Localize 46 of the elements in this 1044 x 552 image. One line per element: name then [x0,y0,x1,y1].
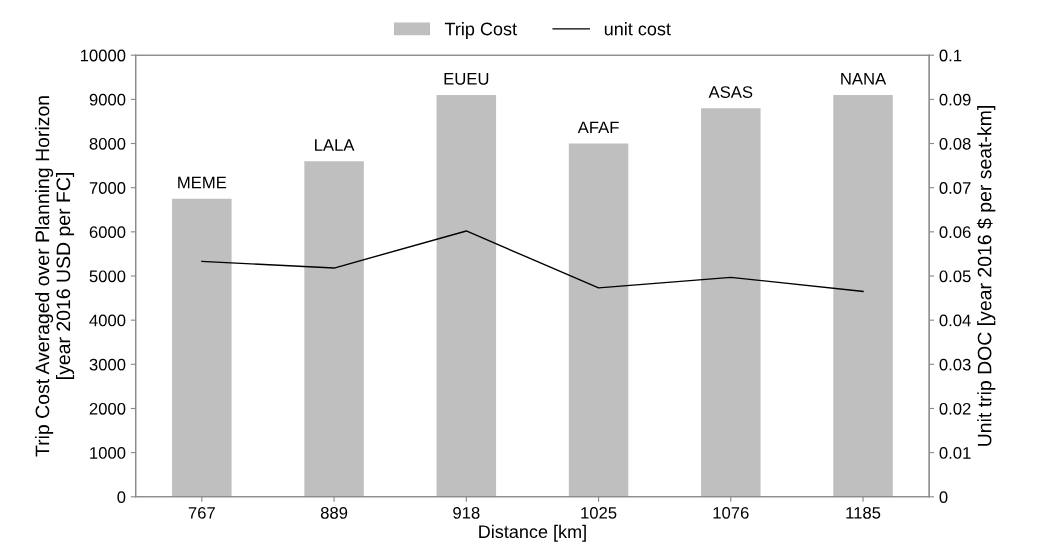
legend-label: unit cost [604,22,671,36]
bar [436,94,497,497]
y2-tick-label: 0.08 [939,137,971,150]
y2-tick-label: 0.01 [939,447,971,459]
y2-tick-label: 0.05 [939,270,971,283]
y2-tick-label: 0 [939,491,948,503]
line-series [201,230,864,293]
x-tick-label: 1025 [581,506,617,519]
bar [304,161,364,497]
y2-tick-label: 0.09 [939,93,971,106]
y-tick-label: 1000 [90,447,126,459]
bar [568,143,629,497]
y2-tick-label: 0.07 [939,182,971,194]
annotation: NANA [841,73,887,85]
annotation: AFAF [577,121,619,134]
y-tick-label: 8000 [89,137,126,150]
y-tick-label: 9000 [89,93,126,106]
x-axis-title: Distance [km] [479,524,586,542]
x-tick-label: 1076 [713,506,749,519]
bar [833,94,893,497]
y-tick-label: 7000 [89,182,126,194]
y2-axis-title: Unit trip DOC [year 2016 $ per seat-km] [976,106,996,446]
annotation: MEME [178,176,227,189]
annotation: LALA [315,139,355,151]
y-tick-label: 2000 [89,402,126,415]
annotation: EUEU [444,73,489,85]
y2-tick-label: 0.04 [939,314,971,327]
y-tick-label: 10000 [80,49,126,62]
x-tick-label: 918 [453,506,480,519]
y2-tick-label: 0.03 [939,358,971,371]
y2-tick-label: 0.06 [939,226,971,239]
bar [172,198,232,497]
bar [701,108,761,497]
x-tick-label: 767 [188,506,215,519]
x-tick-label: 1185 [846,506,881,519]
y-tick-label: 3000 [89,358,126,371]
annotation: ASAS [708,86,753,98]
y-axis-title: Trip Cost Averaged over Planning Horizon [year 2016 USD per FC] [35,96,75,457]
y2-tick-label: 0.1 [939,49,962,62]
y2-tick-label: 0.02 [939,402,971,415]
y-tick-label: 6000 [89,226,126,239]
x-tick-label: 889 [320,506,348,519]
legend-label: Trip Cost [444,22,517,39]
y-tick-label: 0 [117,491,126,503]
y-tick-label: 4000 [89,314,126,327]
y-tick-label: 5000 [89,270,126,283]
